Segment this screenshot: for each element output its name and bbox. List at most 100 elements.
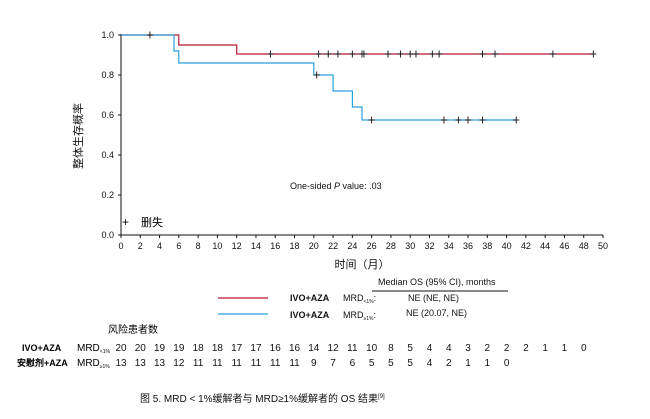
censor-legend-mark: + <box>122 215 129 229</box>
censor-legend: + 删失 <box>122 215 163 229</box>
risk-count: 11 <box>347 343 358 354</box>
censor-mark <box>313 71 320 79</box>
censor-legend-label: 删失 <box>141 216 163 229</box>
risk-count: 11 <box>193 358 204 369</box>
y-tick-label: 0.4 <box>101 150 114 160</box>
censor-mark <box>492 50 499 58</box>
risk-count: 1 <box>562 343 568 354</box>
y-tick-label: 0.0 <box>101 230 114 240</box>
x-tick-label: 4 <box>157 241 162 251</box>
x-tick-label: 34 <box>444 241 454 251</box>
risk-count: 20 <box>135 343 147 354</box>
y-tick-label: 0.2 <box>101 190 114 200</box>
risk-count: 8 <box>388 343 394 354</box>
risk-row-mrd-1: MRD≥1% <box>77 358 110 370</box>
risk-count: 18 <box>212 343 224 354</box>
risk-count: 19 <box>173 343 185 354</box>
risk-count: 13 <box>154 358 166 369</box>
survival-line-0 <box>121 34 594 55</box>
censor-mark <box>267 50 274 58</box>
x-tick-label: 50 <box>598 241 608 251</box>
x-tick-label: 38 <box>482 241 492 251</box>
risk-count: 20 <box>115 343 127 354</box>
censor-mark <box>479 50 486 58</box>
y-tick-label: 0.6 <box>101 110 114 120</box>
y-tick-label: 0.8 <box>101 70 114 80</box>
risk-row-group-1: 安慰剂+AZA <box>17 357 68 368</box>
legend-mrd-1: MRD≥1%: <box>343 310 376 322</box>
censor-mark <box>455 116 462 124</box>
x-tick-label: 22 <box>328 241 338 251</box>
risk-count: 13 <box>135 358 147 369</box>
censor-mark <box>349 50 356 58</box>
censor-marks <box>146 31 597 124</box>
censor-mark <box>440 116 447 124</box>
risk-count: 12 <box>173 358 185 369</box>
risk-table-title: 风险患者数 <box>108 323 158 336</box>
x-axis-ticks: 0 2 4 6 8 10 12 14 16 18 20 22 24 26 28 30 32 34 36 38 40 42 4… <box>118 235 608 251</box>
risk-count: 16 <box>289 343 301 354</box>
risk-count: 18 <box>193 343 205 354</box>
risk-count: 5 <box>369 358 375 369</box>
risk-count: 12 <box>328 343 340 354</box>
risk-count: 6 <box>350 358 356 369</box>
risk-count: 5 <box>407 358 413 369</box>
risk-count: 11 <box>289 358 300 369</box>
legend-group-0: IVO+AZA <box>290 293 330 303</box>
survival-line-1 <box>121 34 517 121</box>
x-tick-label: 2 <box>138 241 143 251</box>
censor-mark <box>412 50 419 58</box>
y-axis-ticks: 0.0 0.2 0.4 0.6 0.8 1.0 <box>101 30 121 240</box>
risk-count: 4 <box>427 343 433 354</box>
censor-mark <box>436 50 443 58</box>
censor-mark <box>325 50 332 58</box>
censor-mark <box>429 50 436 58</box>
risk-count: 0 <box>581 343 587 354</box>
plot-axes <box>120 34 603 236</box>
censor-mark <box>385 50 392 58</box>
risk-count: 3 <box>465 343 471 354</box>
risk-count: 17 <box>231 343 243 354</box>
risk-count: 7 <box>330 358 336 369</box>
legend-group-1: IVO+AZA <box>290 310 330 320</box>
x-tick-label: 16 <box>270 241 280 251</box>
risk-row-group-0: IVO+AZA <box>22 343 62 353</box>
risk-count: 0 <box>504 358 510 369</box>
x-tick-label: 42 <box>521 241 531 251</box>
x-tick-label: 14 <box>251 241 261 251</box>
risk-count: 1 <box>465 358 471 369</box>
risk-count: 2 <box>504 343 510 354</box>
x-tick-label: 18 <box>290 241 300 251</box>
risk-row-counts-0: 20 20 19 19 18 18 17 17 16 16 14 12 11 10 8 5 4 4 3 2 2 2 1 1 0 <box>115 343 587 354</box>
x-tick-label: 46 <box>559 241 569 251</box>
risk-count: 4 <box>427 358 433 369</box>
risk-count: 19 <box>154 343 166 354</box>
censor-mark <box>513 116 520 124</box>
x-tick-label: 0 <box>118 241 123 251</box>
p-value-annotation: One-sided P value: .03 <box>290 181 382 191</box>
risk-count: 14 <box>308 343 320 354</box>
legend-median-1: NE (20.07, NE) <box>406 308 467 318</box>
risk-count: 11 <box>251 358 262 369</box>
survival-curves <box>121 34 594 121</box>
risk-count: 13 <box>115 358 127 369</box>
risk-count: 10 <box>366 343 378 354</box>
y-axis-title: 整体生存概率 <box>71 103 85 169</box>
x-tick-label: 24 <box>347 241 357 251</box>
risk-row-counts-1: 13 13 13 12 11 11 11 11 11 11 9 7 6 5 5 5 4 2 1 1 0 <box>115 358 509 369</box>
y-tick-label: 1.0 <box>101 30 114 40</box>
risk-count: 11 <box>212 358 223 369</box>
risk-table: 风险患者数 IVO+AZA MRD<1% 20 20 19 19 18 18 17 17 16 1… <box>17 323 587 370</box>
x-tick-label: 10 <box>212 241 222 251</box>
risk-count: 11 <box>231 358 242 369</box>
risk-count: 4 <box>446 343 452 354</box>
x-tick-label: 30 <box>405 241 415 251</box>
censor-mark <box>397 50 404 58</box>
x-tick-label: 20 <box>309 241 319 251</box>
censor-mark <box>334 50 341 58</box>
censor-mark <box>479 116 486 124</box>
x-tick-label: 32 <box>424 241 434 251</box>
x-axis-title: 时间（月） <box>335 258 390 271</box>
risk-count: 1 <box>542 343 548 354</box>
